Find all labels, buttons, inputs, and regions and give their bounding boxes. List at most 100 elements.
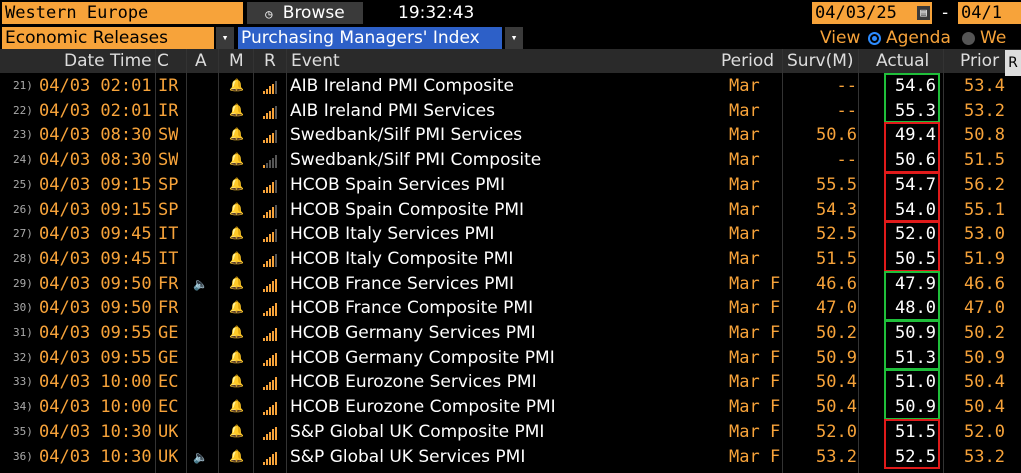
row-actual: 51.5 <box>895 421 936 442</box>
col-divider <box>155 49 156 473</box>
category-dropdown-icon[interactable]: ▾ <box>216 27 234 49</box>
bell-icon[interactable]: 🔔 <box>229 226 244 241</box>
row-event[interactable]: HCOB Italy Composite PMI <box>290 248 514 269</box>
row-datetime: 04/03 08:30 <box>39 125 152 146</box>
start-date-field[interactable]: 04/03/25 <box>812 2 932 24</box>
col-survey[interactable]: Surv(M) <box>787 51 854 71</box>
table-row[interactable]: 32) 04/03 09:55 GE 🔔 HCOB Germany Composite … <box>0 346 1021 371</box>
col-actual[interactable]: Actual <box>876 51 930 71</box>
row-event[interactable]: HCOB Germany Services PMI <box>290 323 536 343</box>
row-period: Mar <box>729 248 760 269</box>
bell-icon[interactable]: 🔔 <box>229 448 244 463</box>
side-tab[interactable]: R <box>1005 50 1021 76</box>
row-event[interactable]: HCOB Spain Services PMI <box>290 174 506 195</box>
row-event[interactable]: AIB Ireland PMI Composite <box>290 76 514 96</box>
col-event[interactable]: Event <box>291 51 340 71</box>
bell-icon[interactable]: 🔔 <box>229 176 244 191</box>
row-datetime: 04/03 09:15 <box>39 199 152 220</box>
row-survey: 53.2 <box>816 446 857 467</box>
row-prior: 51.9 <box>964 248 1005 269</box>
row-event[interactable]: HCOB France Services PMI <box>290 273 515 294</box>
bell-icon[interactable]: 🔔 <box>229 152 244 167</box>
agenda-radio[interactable] <box>868 32 881 45</box>
bell-icon[interactable]: 🔔 <box>229 102 244 117</box>
col-period[interactable]: Period <box>721 51 775 71</box>
region-select[interactable]: Western Europe <box>2 2 243 24</box>
table-row[interactable]: 29) 04/03 09:50 FR 🔈 🔔 HCOB France Services P… <box>0 272 1021 297</box>
row-event[interactable]: HCOB France Composite PMI <box>290 298 534 319</box>
row-event[interactable]: Swedbank/Silf PMI Services <box>290 125 523 146</box>
browse-button[interactable]: ◷ Browse <box>247 2 363 24</box>
row-event[interactable]: HCOB Italy Services PMI <box>290 224 495 245</box>
table-row[interactable]: 28) 04/03 09:45 IT 🔔 HCOB Italy Composite PM… <box>0 247 1021 272</box>
row-period: Mar <box>729 76 760 96</box>
col-audio[interactable]: A <box>195 51 207 71</box>
week-radio[interactable] <box>962 32 975 45</box>
actual-highlight-box <box>884 171 940 223</box>
col-prior[interactable]: Prior <box>960 51 1000 71</box>
agenda-label[interactable]: Agenda <box>886 28 951 48</box>
table-row[interactable]: 36) 04/03 10:30 UK 🔈 🔔 S&P Global UK Services… <box>0 445 1021 470</box>
bell-icon[interactable]: 🔔 <box>229 275 244 290</box>
speaker-icon[interactable]: 🔈 <box>193 276 208 291</box>
col-alert[interactable]: M <box>229 51 244 71</box>
row-event[interactable]: Swedbank/Silf PMI Composite <box>290 150 542 171</box>
table-row[interactable]: 26) 04/03 09:15 SP 🔔 HCOB Spain Composite PM… <box>0 198 1021 223</box>
row-actual: 49.4 <box>895 125 936 146</box>
row-event[interactable]: S&P Global UK Services PMI <box>290 446 526 467</box>
category-select[interactable]: Economic Releases <box>2 27 214 49</box>
table-row[interactable]: 31) 04/03 09:55 GE 🔔 HCOB Germany Services P… <box>0 321 1021 346</box>
bell-icon[interactable]: 🔔 <box>229 374 244 389</box>
end-date-field[interactable]: 04/1 <box>958 2 1021 24</box>
row-country: SP <box>158 199 179 220</box>
table-row[interactable]: 30) 04/03 09:50 FR 🔔 HCOB France Composite P… <box>0 296 1021 321</box>
table-row[interactable]: 22) 04/03 02:01 IR 🔔 AIB Ireland PMI Service… <box>0 99 1021 124</box>
speaker-icon[interactable]: 🔈 <box>193 449 208 464</box>
col-country[interactable]: C <box>157 51 169 71</box>
bell-icon[interactable]: 🔔 <box>229 300 244 315</box>
table-row[interactable]: 35) 04/03 10:30 UK 🔔 S&P Global UK Composite… <box>0 420 1021 445</box>
date-separator: - <box>940 3 951 23</box>
row-period: Mar <box>729 125 760 146</box>
table-row[interactable]: 25) 04/03 09:15 SP 🔔 HCOB Spain Services PMI… <box>0 173 1021 198</box>
col-relevance[interactable]: R <box>264 51 276 71</box>
row-country: UK <box>158 421 179 442</box>
actual-highlight-box <box>884 418 940 470</box>
bell-icon[interactable]: 🔔 <box>229 127 244 142</box>
table-row[interactable]: 27) 04/03 09:45 IT 🔔 HCOB Italy Services PMI… <box>0 222 1021 247</box>
relevance-bars-icon <box>263 426 279 440</box>
subcategory-select[interactable]: Purchasing Managers' Index <box>238 27 502 49</box>
table-row[interactable]: 23) 04/03 08:30 SW 🔔 Swedbank/Silf PMI Servi… <box>0 123 1021 148</box>
col-divider <box>286 49 287 473</box>
row-event[interactable]: HCOB Germany Composite PMI <box>290 347 555 368</box>
row-prior: 56.2 <box>964 174 1005 195</box>
calendar-icon[interactable]: ▤ <box>917 6 930 20</box>
col-divider <box>253 49 254 473</box>
table-row[interactable]: 24) 04/03 08:30 SW 🔔 Swedbank/Silf PMI Compo… <box>0 148 1021 173</box>
row-event[interactable]: S&P Global UK Composite PMI <box>290 421 545 442</box>
bell-icon[interactable]: 🔔 <box>229 325 244 339</box>
bell-icon[interactable]: 🔔 <box>229 399 244 414</box>
row-actual: 52.5 <box>895 446 936 467</box>
row-survey: 55.5 <box>816 174 857 195</box>
table-row[interactable]: 21) 04/03 02:01 IR 🔔 AIB Ireland PMI Composi… <box>0 74 1021 99</box>
row-prior: 46.6 <box>964 273 1005 294</box>
table-row[interactable]: 34) 04/03 10:00 EC 🔔 HCOB Eurozone Composite… <box>0 395 1021 420</box>
row-datetime: 04/03 10:30 <box>39 421 152 442</box>
bell-icon[interactable]: 🔔 <box>229 78 244 92</box>
bell-icon[interactable]: 🔔 <box>229 250 244 265</box>
row-country: IT <box>158 248 179 269</box>
row-event[interactable]: HCOB Spain Composite PMI <box>290 199 525 220</box>
bell-icon[interactable]: 🔔 <box>229 201 244 216</box>
week-label[interactable]: We <box>980 28 1007 48</box>
row-event[interactable]: HCOB Eurozone Services PMI <box>290 372 537 393</box>
row-event[interactable]: AIB Ireland PMI Services <box>290 100 495 121</box>
bell-icon[interactable]: 🔔 <box>229 423 244 438</box>
relevance-bars-icon <box>263 377 279 391</box>
row-survey: 50.4 <box>816 397 857 418</box>
col-datetime[interactable]: Date Time <box>64 51 152 71</box>
row-event[interactable]: HCOB Eurozone Composite PMI <box>290 397 556 418</box>
bell-icon[interactable]: 🔔 <box>229 349 244 364</box>
table-row[interactable]: 33) 04/03 10:00 EC 🔔 HCOB Eurozone Services … <box>0 370 1021 395</box>
subcategory-dropdown-icon[interactable]: ▾ <box>505 27 523 49</box>
